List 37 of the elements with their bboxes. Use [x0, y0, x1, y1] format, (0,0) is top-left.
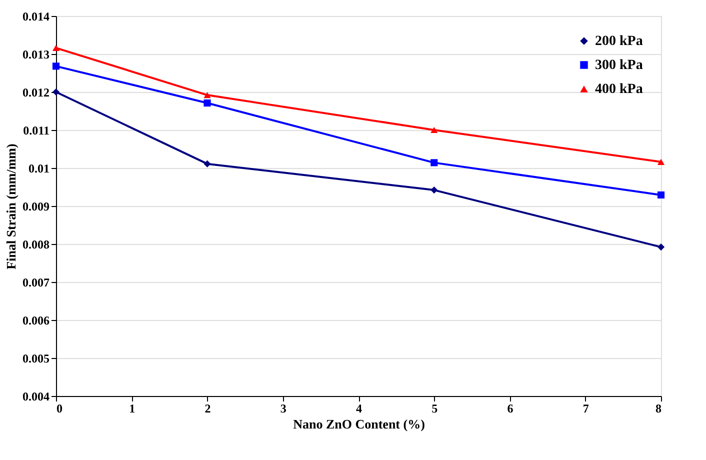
point: [204, 92, 211, 98]
x-tick-label: 8: [656, 402, 662, 416]
point: [204, 160, 211, 168]
x-tick-label: 6: [507, 402, 514, 416]
point: [430, 126, 438, 134]
y-tick-label: 0.006: [22, 314, 50, 328]
point: [657, 158, 665, 165]
y-tick-label: 0.008: [22, 238, 50, 252]
x-tick-label: 3: [280, 402, 286, 416]
x-tick-label: 7: [582, 402, 589, 416]
legend-label: 400 kPa: [595, 82, 643, 97]
x-tick-label: 0: [56, 402, 62, 416]
point: [52, 44, 60, 51]
legend-label: 200 kPa: [595, 34, 643, 49]
y-tick-label: 0.013: [22, 48, 50, 62]
point: [657, 191, 665, 199]
x-tick-label: 4: [356, 402, 362, 416]
y-tick-label: 0.004: [22, 390, 50, 404]
y-tick-label: 0.012: [22, 86, 50, 100]
x-axis-title: Nano ZnO Content (%): [293, 416, 425, 432]
point: [204, 99, 211, 107]
x-tick-label: 5: [432, 402, 438, 416]
y-tick-label: 0.007: [22, 276, 50, 290]
x-tick-label: 1: [129, 402, 136, 416]
point: [657, 244, 665, 251]
y-tick-label: 0.01: [28, 162, 50, 176]
x-tick-label: 2: [204, 402, 211, 416]
y-axis-title: Final Strain (mm/mm): [4, 144, 18, 270]
point: [52, 62, 60, 70]
y-tick-label: 0.009: [22, 200, 50, 214]
point: [52, 88, 60, 96]
y-tick-label: 0.014: [22, 10, 50, 24]
y-tick-label: 0.011: [23, 124, 50, 138]
y-tick-label: 0.005: [22, 352, 50, 366]
point: [430, 186, 438, 194]
point: [430, 159, 438, 166]
legend-label: 300 kPa: [595, 58, 643, 73]
